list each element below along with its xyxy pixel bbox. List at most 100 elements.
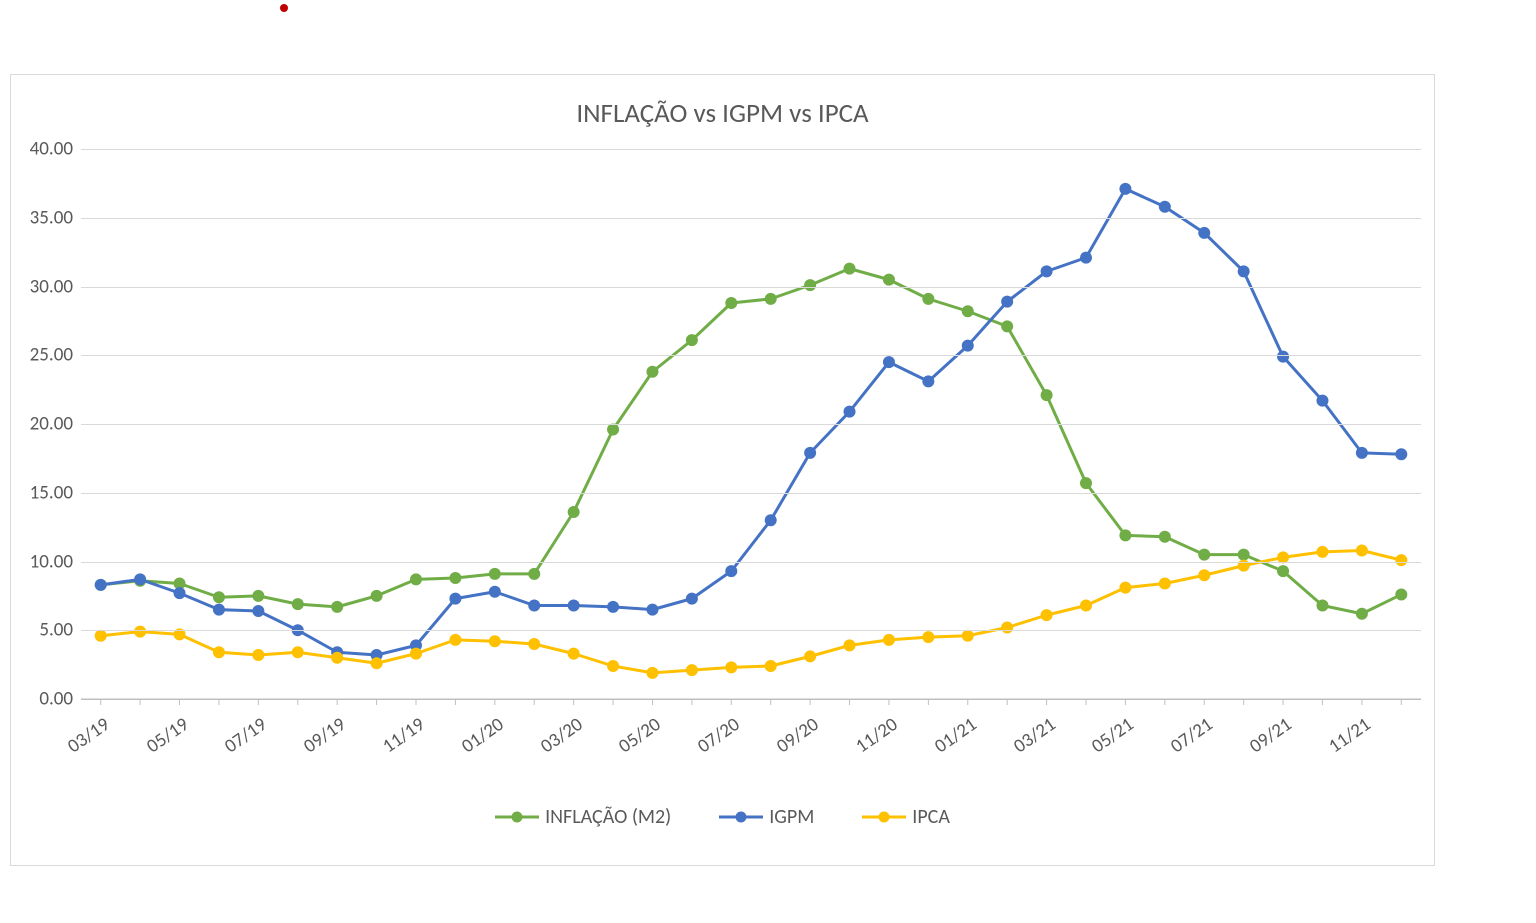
gridline [81,424,1421,425]
series-marker [1041,265,1053,277]
series-marker [252,590,264,602]
x-tick-label: 05/20 [615,713,666,758]
legend-item: INFLAÇÃO (M2) [495,805,671,829]
series-marker [1119,529,1131,541]
chart-frame: INFLAÇÃO vs IGPM vs IPCA 0.005.0010.0015… [10,74,1435,866]
series-marker [528,638,540,650]
series-marker [1001,622,1013,634]
x-tick-label: 07/21 [1167,713,1218,758]
series-marker [844,639,856,651]
series-marker [489,586,501,598]
series-marker [765,660,777,672]
series-marker [1159,201,1171,213]
y-tick-label: 25.00 [30,344,73,367]
x-tick-label: 07/19 [221,713,272,758]
series-marker [449,593,461,605]
series-marker [686,664,698,676]
series-marker [1238,549,1250,561]
series-marker [686,334,698,346]
red-dot-decoration [280,4,288,12]
series-marker [568,600,580,612]
series-marker [449,572,461,584]
series-marker [725,297,737,309]
series-marker [292,646,304,658]
series-marker [489,635,501,647]
series-marker [371,657,383,669]
x-tick-label: 11/19 [378,713,429,758]
legend-label: INFLAÇÃO (M2) [545,805,671,829]
y-tick-label: 35.00 [30,206,73,229]
series-marker [331,652,343,664]
x-tick-label: 05/21 [1088,713,1139,758]
x-tick-label: 01/21 [930,713,981,758]
series-marker [174,587,186,599]
x-tick-label: 01/20 [457,713,508,758]
series-marker [410,648,422,660]
page: INFLAÇÃO vs IGPM vs IPCA 0.005.0010.0015… [0,0,1536,923]
gridline [81,630,1421,631]
series-marker [449,634,461,646]
series-marker [292,598,304,610]
x-tick-label: 03/19 [63,713,114,758]
series-marker [1238,265,1250,277]
series-marker [962,305,974,317]
x-tick-label: 03/20 [536,713,587,758]
series-marker [568,648,580,660]
legend-swatch [495,807,539,827]
gridline [81,149,1421,150]
legend: INFLAÇÃO (M2) IGPM IPCA [11,805,1434,829]
series-marker [1001,320,1013,332]
series-marker [646,667,658,679]
series-marker [1356,545,1368,557]
series-marker [252,605,264,617]
series-marker [528,568,540,580]
series-marker [1277,565,1289,577]
series-marker [1080,252,1092,264]
legend-label: IGPM [769,805,814,829]
series-marker [1316,600,1328,612]
y-tick-label: 40.00 [30,138,73,161]
series-marker [134,626,146,638]
series-marker [1159,578,1171,590]
series-marker [804,447,816,459]
x-tick-label: 09/21 [1245,713,1296,758]
series-marker [213,646,225,658]
y-tick-label: 5.00 [39,619,73,642]
series-marker [95,630,107,642]
series-marker [1316,546,1328,558]
series-line [101,189,1402,655]
gridline [81,562,1421,563]
series-marker [607,660,619,672]
series-marker [922,631,934,643]
series-marker [1198,227,1210,239]
series-marker [1198,569,1210,581]
series-marker [95,579,107,591]
gridline [81,287,1421,288]
series-marker [528,600,540,612]
series-marker [1395,448,1407,460]
series-marker [1080,600,1092,612]
series-marker [1041,389,1053,401]
series-marker [410,573,422,585]
x-tick-label: 05/19 [142,713,193,758]
series-marker [1316,395,1328,407]
series-marker [883,274,895,286]
series-marker [883,634,895,646]
series-marker [922,293,934,305]
x-tick-label: 09/19 [300,713,351,758]
series-marker [1277,351,1289,363]
series-marker [213,591,225,603]
series-marker [607,424,619,436]
gridline [81,355,1421,356]
y-tick-label: 30.00 [30,275,73,298]
legend-label: IPCA [912,805,950,829]
series-marker [1119,582,1131,594]
series-marker [844,263,856,275]
series-marker [725,661,737,673]
series-marker [646,604,658,616]
series-marker [725,565,737,577]
y-tick-label: 15.00 [30,481,73,504]
series-marker [252,649,264,661]
series-marker [489,568,501,580]
x-tick-label: 07/20 [694,713,745,758]
